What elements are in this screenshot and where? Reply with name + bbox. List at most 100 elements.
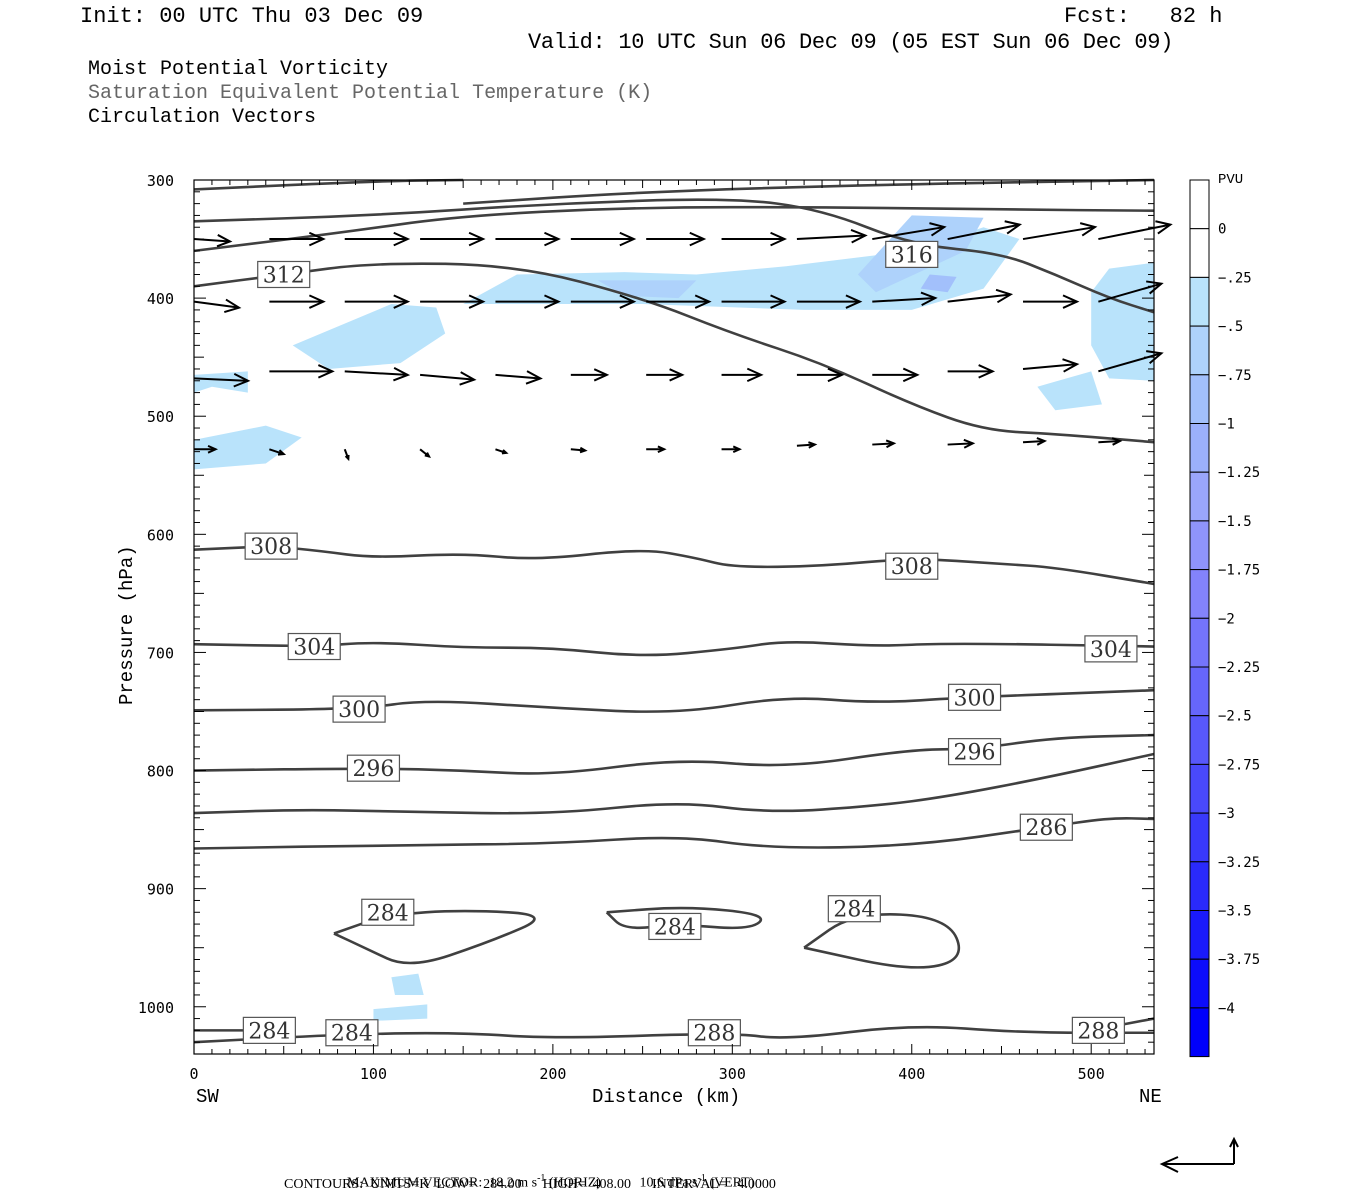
contour-label-box bbox=[947, 683, 1002, 711]
circulation-vector bbox=[495, 231, 561, 247]
contour-label: 300 bbox=[947, 683, 1002, 711]
contour-label: 300 bbox=[332, 695, 386, 723]
vector-shaft bbox=[1022, 363, 1078, 370]
contour-label-text: 300 bbox=[954, 686, 996, 711]
vector-head bbox=[732, 445, 742, 454]
field-title-mpv: Moist Potential Vorticity bbox=[88, 58, 389, 81]
y-tick-label: 300 bbox=[147, 172, 174, 190]
contour-label-box bbox=[257, 260, 311, 289]
vector-head bbox=[216, 234, 233, 248]
colorbar-swatch bbox=[1189, 228, 1210, 278]
vector-head bbox=[1004, 220, 1023, 235]
vert-value: 10.6 dPa s bbox=[639, 1175, 698, 1191]
vector-head bbox=[770, 294, 787, 309]
x-tick-label: 0 bbox=[189, 1065, 198, 1083]
contour-label-box bbox=[885, 552, 939, 580]
reference-vector-icon bbox=[1159, 1136, 1239, 1173]
horiz-unit: (HORIZ) bbox=[545, 1175, 602, 1191]
vector-head bbox=[525, 370, 543, 385]
contour-label-box bbox=[244, 532, 298, 560]
circulation-vector bbox=[1098, 437, 1123, 446]
colorbar-swatch bbox=[1189, 374, 1210, 424]
valid-time: Valid: 10 UTC Sun 06 Dec 09 (05 EST Sun … bbox=[528, 30, 1174, 55]
horiz-exp: -1 bbox=[537, 1173, 546, 1184]
colorbar-label: −2.25 bbox=[1218, 660, 1260, 676]
contour-label-box bbox=[885, 240, 939, 269]
circulation-vector bbox=[344, 231, 411, 247]
vector-head bbox=[317, 364, 335, 379]
vector-head bbox=[224, 298, 242, 314]
colorbar-label: −2 bbox=[1218, 611, 1235, 627]
circulation-vector bbox=[193, 373, 251, 388]
colorbar-label: −2.5 bbox=[1218, 709, 1252, 725]
contour-label-text: 284 bbox=[367, 901, 409, 926]
pv-region bbox=[1037, 371, 1102, 411]
vector-head bbox=[978, 364, 996, 379]
vector-shaft bbox=[872, 297, 936, 303]
contour-label: 284 bbox=[361, 898, 415, 926]
colorbar-swatch bbox=[1189, 1007, 1210, 1058]
circulation-vector bbox=[343, 448, 350, 462]
vector-head bbox=[920, 291, 938, 307]
contour-label: 286 bbox=[1019, 813, 1073, 841]
pv-region bbox=[194, 425, 302, 470]
vector-shaft bbox=[1022, 440, 1045, 444]
circulation-vector bbox=[1022, 358, 1080, 373]
vector-head bbox=[619, 294, 637, 309]
vector-head bbox=[1111, 437, 1123, 446]
contour-label-text: 304 bbox=[1090, 638, 1132, 663]
y-tick-label: 500 bbox=[147, 408, 174, 426]
vector-shaft bbox=[193, 300, 240, 309]
theta-es-contour bbox=[193, 545, 1155, 586]
vector-head bbox=[770, 231, 787, 247]
contour-label-text: 312 bbox=[263, 263, 305, 288]
y-tick-label: 400 bbox=[147, 290, 174, 308]
contour-label: 288 bbox=[687, 1019, 741, 1047]
pv-region bbox=[920, 274, 957, 293]
vector-head bbox=[963, 438, 976, 449]
colorbar-label: −3.5 bbox=[1218, 904, 1252, 920]
circulation-vector bbox=[872, 222, 947, 241]
colorbar-swatch bbox=[1189, 520, 1210, 571]
circulation-vector bbox=[947, 288, 1014, 304]
contour-labels-layer: 316 312 308 308 304 304 300 300 296 296 286 284 284 2… bbox=[242, 240, 1138, 1047]
circulation-vector bbox=[872, 439, 897, 449]
vector-shaft bbox=[1098, 352, 1162, 373]
circulation-vector bbox=[796, 367, 845, 383]
contour-label-box bbox=[1019, 813, 1073, 841]
vector-head bbox=[1062, 294, 1080, 309]
colorbar-unit: PVU bbox=[1218, 172, 1244, 188]
vector-head bbox=[885, 439, 897, 449]
y-tick-label: 700 bbox=[147, 644, 174, 662]
colorbar-label: −1.25 bbox=[1218, 465, 1260, 481]
theta-es-contour bbox=[193, 178, 464, 191]
circulation-vector bbox=[646, 445, 667, 454]
circulation-vector bbox=[269, 231, 326, 247]
vector-head bbox=[468, 231, 486, 247]
vector-shaft bbox=[495, 373, 541, 380]
circulation-vector bbox=[721, 367, 764, 383]
contour-label-text: 296 bbox=[352, 757, 394, 782]
theta-es-contour bbox=[193, 262, 1155, 444]
vector-shaft bbox=[269, 448, 285, 456]
circulation-vector bbox=[1098, 220, 1173, 241]
y-axis-label: Pressure (hPa) bbox=[116, 545, 138, 705]
contour-label-text: 286 bbox=[1025, 816, 1067, 841]
contour-label-text: 284 bbox=[833, 898, 875, 923]
y-tick-label: 800 bbox=[147, 763, 174, 781]
contour-label-text: 316 bbox=[891, 243, 933, 268]
vector-head bbox=[929, 222, 947, 237]
vector-shaft bbox=[1098, 223, 1171, 241]
contour-label-box bbox=[361, 898, 415, 926]
colorbar-swatch bbox=[1189, 861, 1210, 911]
vector-head bbox=[393, 231, 411, 247]
contour-label: 284 bbox=[242, 1016, 296, 1044]
circulation-vector bbox=[872, 367, 920, 383]
contour-label-text: 284 bbox=[654, 915, 696, 940]
vector-head bbox=[827, 367, 845, 383]
x-tick-label: 500 bbox=[1078, 1065, 1105, 1083]
circulation-vector bbox=[947, 364, 996, 379]
circulation-vector bbox=[1022, 437, 1048, 446]
colorbar-label: −3 bbox=[1218, 806, 1235, 822]
circulation-vector bbox=[269, 294, 326, 309]
